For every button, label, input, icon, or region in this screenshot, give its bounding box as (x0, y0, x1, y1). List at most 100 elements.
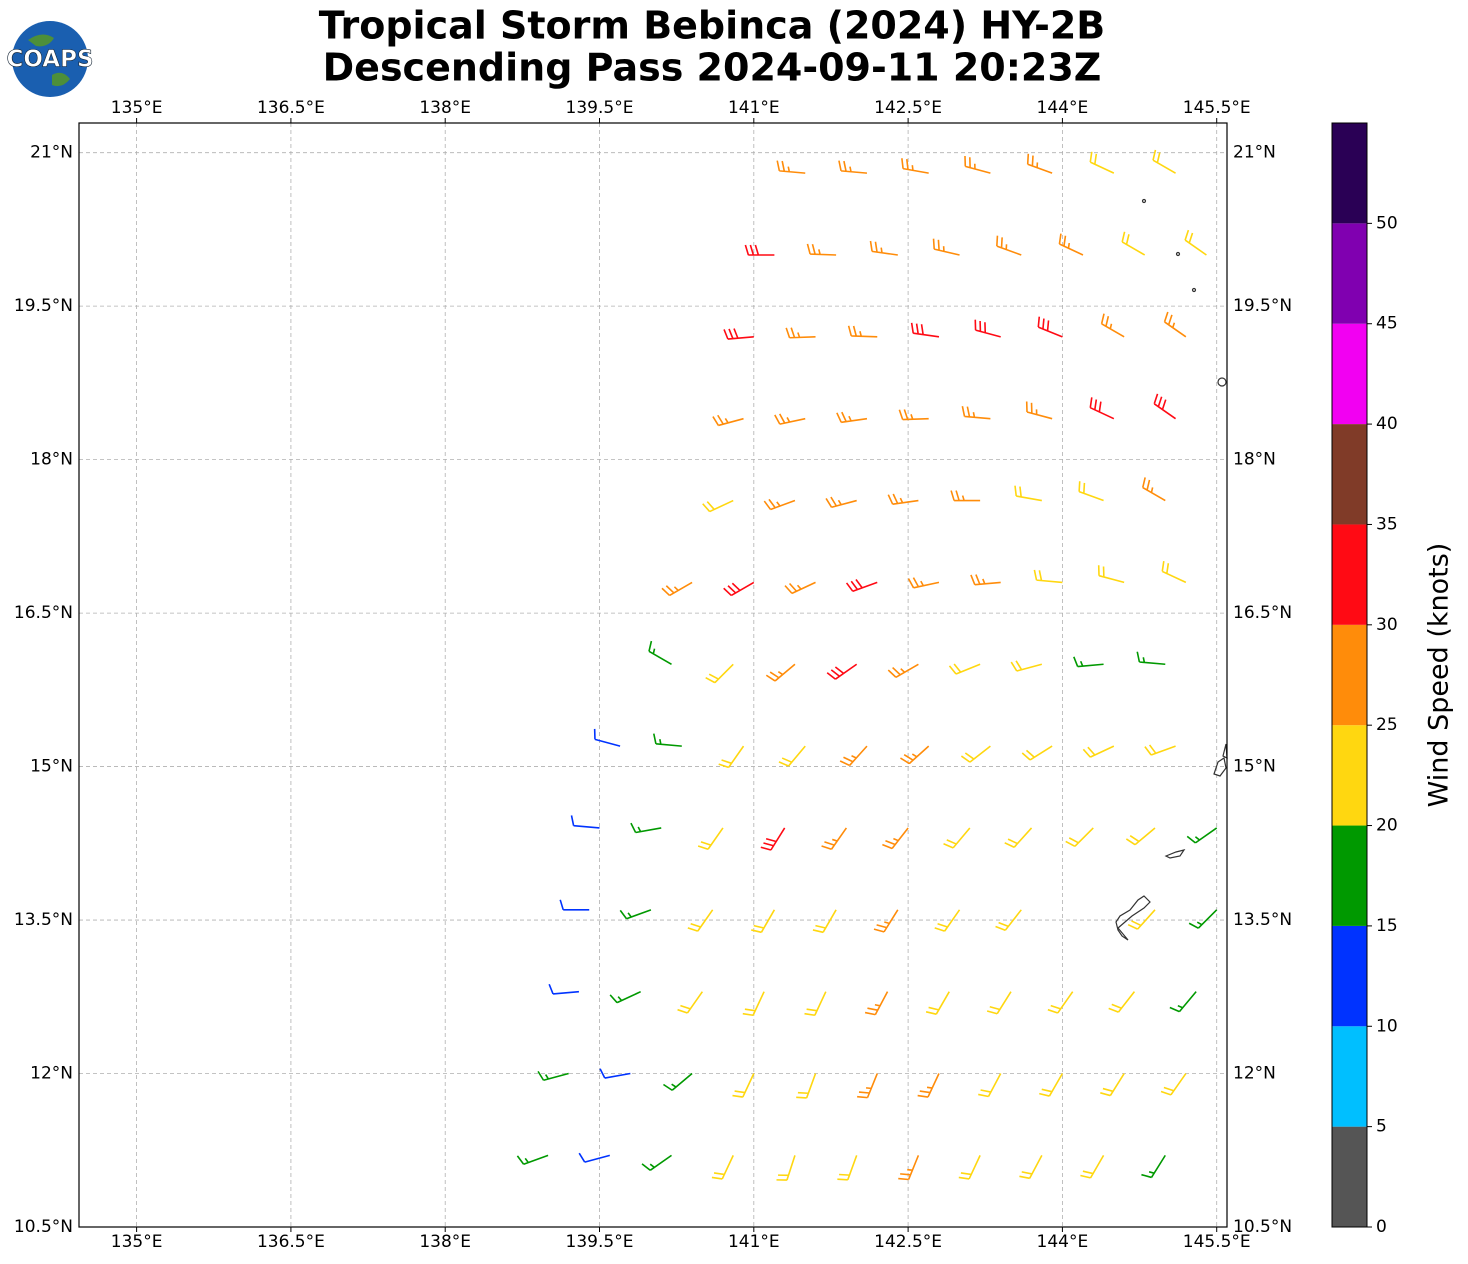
colorbar-tick-label: 30 (1376, 615, 1398, 635)
wind-barb (932, 238, 960, 256)
wind-barb (1097, 565, 1125, 584)
wind-barb (900, 745, 930, 765)
logo-land (28, 34, 70, 87)
wind-barb (537, 1070, 569, 1082)
y-tick-label: 13.5°N (1233, 910, 1292, 930)
x-tick-label: 141°E (728, 1232, 780, 1252)
wind-barb (1082, 745, 1115, 758)
wind-barb (1141, 477, 1166, 502)
subtitle: Descending Pass 2024-09-11 20:23Z (323, 46, 1102, 90)
wind-barb (948, 663, 981, 675)
wind-barb (1100, 1073, 1125, 1097)
colorbar-tick-label: 5 (1376, 1117, 1387, 1137)
wind-barb (723, 328, 754, 340)
wind-barb (784, 581, 816, 595)
wind-barb (1058, 233, 1084, 256)
wind-barb (1089, 397, 1115, 420)
wind-barb (917, 1073, 940, 1098)
wind-barb (1125, 827, 1156, 846)
y-tick-label: 15°N (1233, 757, 1276, 777)
wind-barb (1127, 909, 1156, 930)
wind-barb (1019, 1155, 1043, 1180)
wind-barb (812, 909, 837, 934)
colorbar-tick-label: 35 (1376, 514, 1398, 534)
colorbar-bin (1332, 424, 1367, 525)
x-tick-label: 135°E (111, 1232, 163, 1252)
wind-barb (1089, 151, 1115, 174)
wind-barb (718, 745, 745, 769)
wind-barb (663, 1072, 693, 1091)
wind-barb (1026, 153, 1053, 174)
y-tick-label: 16.5°N (14, 603, 73, 623)
colorbar-tick-label: 20 (1376, 816, 1398, 836)
wind-barb (1037, 316, 1063, 338)
x-tick-label: 145.5°E (1183, 98, 1251, 118)
wind-barb (1065, 827, 1094, 848)
wind-barb (648, 640, 672, 665)
y-tick-label: 21°N (1233, 143, 1276, 163)
y-tick-label: 10.5°N (1233, 1217, 1292, 1237)
island (1217, 377, 1227, 387)
wind-barb (1033, 569, 1063, 584)
colorbar-bin (1332, 223, 1367, 324)
wind-barb (978, 1073, 1002, 1098)
x-tick-label: 144°E (1037, 98, 1089, 118)
wind-barb (1186, 827, 1218, 844)
wind-barb (776, 160, 806, 174)
wind-barb (995, 909, 1022, 932)
y-tick-label: 21°N (30, 143, 73, 163)
wind-barb (677, 991, 704, 1014)
wind-barb (974, 319, 1001, 338)
wind-barb (934, 909, 961, 932)
wind-barb (873, 909, 899, 933)
wind-barb (1078, 481, 1104, 502)
x-tick-label: 138°E (419, 1232, 471, 1252)
wind-barb (705, 663, 734, 684)
y-tick-label: 19.5°N (14, 296, 73, 316)
wind-barb (887, 663, 919, 678)
wind-barb (826, 663, 858, 680)
x-tick-label: 139.5°E (566, 98, 634, 118)
wind-barb (1039, 1073, 1064, 1097)
colorbar-border (1331, 122, 1368, 1228)
x-tick-label: 138°E (419, 98, 471, 118)
y-tick-label: 12°N (1233, 1064, 1276, 1084)
wind-barb (958, 1155, 981, 1180)
wind-barb (1169, 991, 1197, 1013)
wind-barb (1108, 991, 1136, 1013)
wind-barb (1047, 991, 1074, 1014)
x-tick-label: 142.5°E (874, 1232, 942, 1252)
wind-barb (593, 728, 621, 747)
y-tick-label: 19.5°N (1233, 296, 1292, 316)
wind-barb (882, 827, 909, 850)
wind-barb (1141, 1154, 1166, 1179)
wind-barb (559, 899, 590, 911)
wind-barb (697, 827, 724, 851)
wind-barb (898, 409, 929, 421)
x-tick-label: 145.5°E (1183, 1232, 1251, 1252)
colorbar-tick-label: 25 (1376, 715, 1398, 735)
wind-barb (1014, 485, 1042, 502)
logo: COAPS (6, 21, 94, 97)
wind-barb (839, 745, 868, 767)
y-tick-label: 18°N (1233, 450, 1276, 470)
wind-barb (857, 1073, 878, 1099)
wind-barb (653, 733, 682, 747)
wind-barb (1161, 560, 1187, 584)
wind-barb (1144, 744, 1176, 756)
wind-barb (996, 235, 1022, 256)
colorbar-bin (1332, 624, 1367, 726)
wind-barb (1100, 313, 1125, 338)
wind-barb (804, 991, 827, 1017)
wind-barb (1184, 229, 1207, 256)
wind-barb (836, 411, 868, 424)
wind-barb (619, 909, 652, 920)
wind-barb (961, 406, 991, 420)
wind-barb (960, 745, 991, 763)
wind-barb (516, 1154, 549, 1166)
colorbar-tick-label: 50 (1376, 213, 1398, 233)
wind-barb (907, 577, 940, 589)
map-frame (79, 123, 1227, 1227)
wind-barb (838, 160, 868, 174)
wind-barb (687, 909, 714, 932)
